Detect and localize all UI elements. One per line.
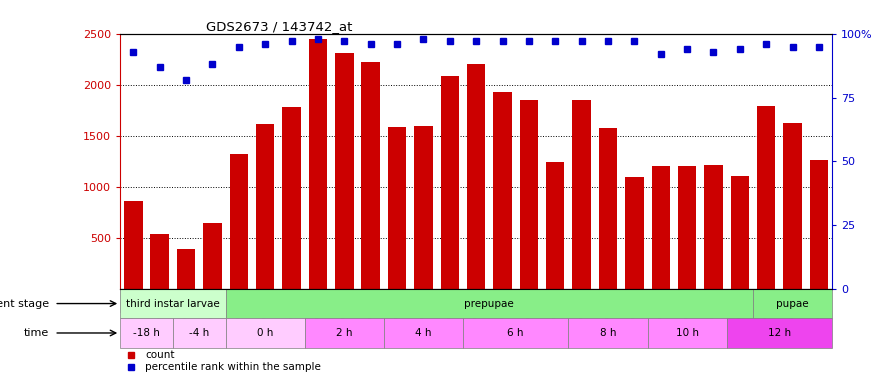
Bar (150, 234, 169, 289)
Bar (384, 318, 463, 348)
Bar (731, 176, 749, 289)
Text: 2 h: 2 h (336, 328, 352, 338)
Text: 10 h: 10 h (676, 328, 699, 338)
Text: pupae: pupae (776, 298, 809, 309)
Text: 12 h: 12 h (768, 328, 791, 338)
Bar (304, 318, 384, 348)
Bar (388, 127, 406, 289)
Bar (651, 166, 670, 289)
Text: 6 h: 6 h (507, 328, 524, 338)
Bar (704, 165, 723, 289)
Bar (230, 154, 248, 289)
Bar (463, 318, 569, 348)
Bar (546, 162, 564, 289)
Text: time: time (24, 328, 49, 338)
Bar (726, 318, 832, 348)
Bar (757, 106, 775, 289)
Bar (648, 318, 726, 348)
Text: percentile rank within the sample: percentile rank within the sample (145, 362, 321, 372)
Text: 8 h: 8 h (600, 328, 616, 338)
Bar (753, 289, 832, 318)
Text: development stage: development stage (0, 298, 49, 309)
Text: GDS2673 / 143742_at: GDS2673 / 143742_at (206, 20, 352, 33)
Bar (120, 318, 173, 348)
Bar (493, 92, 512, 289)
Bar (256, 123, 274, 289)
Text: 0 h: 0 h (257, 328, 273, 338)
Bar (335, 53, 353, 289)
Bar (309, 39, 328, 289)
Text: prepupae: prepupae (465, 298, 514, 309)
Bar (226, 289, 753, 318)
Bar (226, 318, 304, 348)
Bar (282, 107, 301, 289)
Text: -4 h: -4 h (190, 328, 209, 338)
Bar (203, 222, 222, 289)
Bar (467, 64, 485, 289)
Bar (810, 160, 829, 289)
Text: -18 h: -18 h (134, 328, 160, 338)
Bar (599, 128, 618, 289)
Bar (441, 76, 459, 289)
Bar (120, 289, 226, 318)
Bar (569, 318, 648, 348)
Bar (520, 100, 538, 289)
Bar (572, 100, 591, 289)
Text: count: count (145, 350, 174, 360)
Bar (177, 249, 195, 289)
Bar (678, 166, 696, 289)
Text: 4 h: 4 h (415, 328, 432, 338)
Bar (361, 62, 380, 289)
Text: third instar larvae: third instar larvae (126, 298, 220, 309)
Bar (625, 177, 643, 289)
Bar (173, 318, 226, 348)
Bar (414, 126, 433, 289)
Bar (783, 123, 802, 289)
Bar (124, 201, 142, 289)
